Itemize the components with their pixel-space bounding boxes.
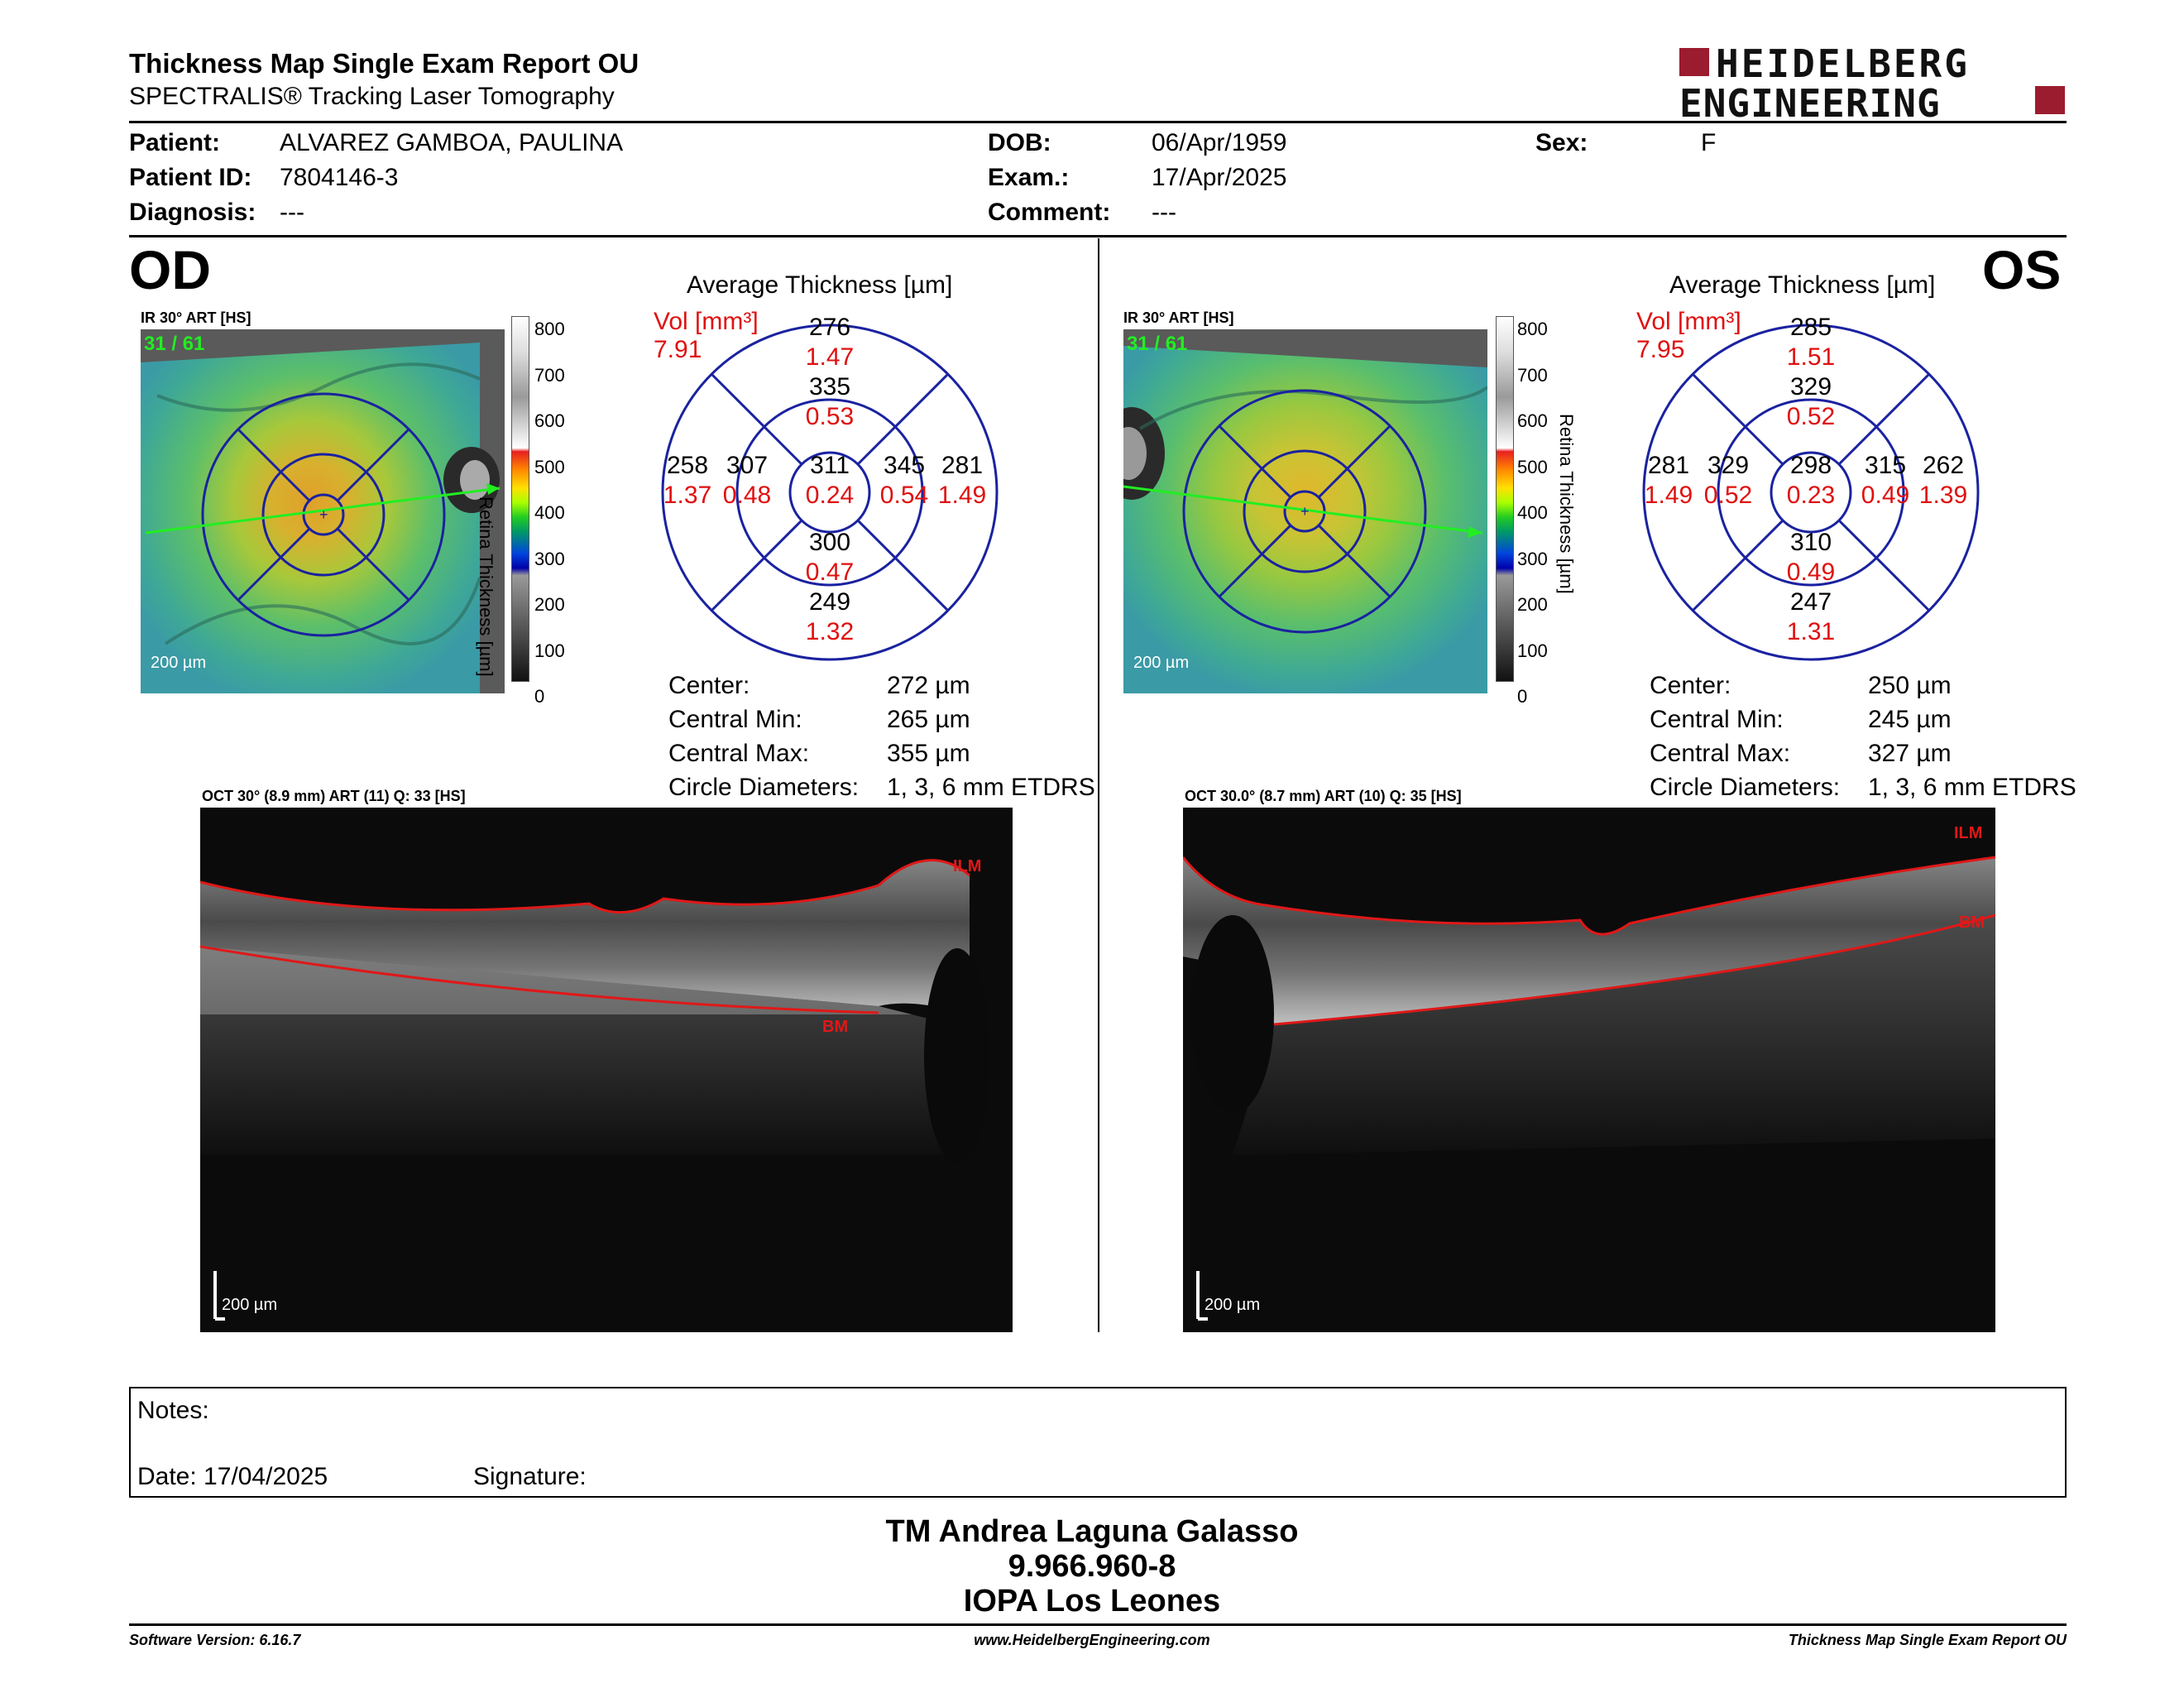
os-ir-scalebar: 200 µm: [1133, 654, 1190, 672]
header-divider: [129, 121, 2067, 123]
comment-label: Comment:: [988, 199, 1111, 226]
od-thickness-map: + 31 / 61 200 µm: [141, 329, 505, 693]
heidelberg-logo: HEIDELBERG ENGINEERING: [1679, 41, 2068, 126]
eye-os-label: OS: [1982, 239, 2062, 300]
od-stats-values: 272 µm 265 µm 355 µm 1, 3, 6 mm ETDRS: [887, 672, 1095, 801]
os-inner-inferior: 310 0.49: [1786, 529, 1836, 586]
od-oct-scalebar: 200 µm: [222, 1296, 278, 1314]
signer-id: 9.966.960-8: [1008, 1549, 1176, 1584]
od-ilm-label: ILM: [953, 857, 982, 875]
od-frame-counter: 31 / 61: [144, 333, 205, 355]
od-scale-ticks: 800 700 600 500 400 300 200 100 0: [534, 319, 565, 707]
exam-value: 17/Apr/2025: [1152, 164, 1287, 191]
os-ir-caption: IR 30° ART [HS]: [1123, 309, 1234, 326]
os-avg-title: Average Thickness [µm]: [1669, 271, 1936, 299]
comment-value: ---: [1152, 199, 1176, 226]
diagnosis-label: Diagnosis:: [129, 199, 256, 226]
os-inner-left: 329 0.52: [1703, 452, 1753, 509]
dob-value: 06/Apr/1959: [1152, 129, 1287, 156]
signature-label: Signature:: [473, 1463, 587, 1490]
od-inner-inferior: 300 0.47: [805, 529, 855, 586]
footer-software-version: Software Version: 6.16.7: [129, 1632, 301, 1648]
eye-divider: [1098, 238, 1099, 1332]
os-outer-inferior: 247 1.31: [1786, 588, 1836, 645]
os-oct-scalebar: 200 µm: [1205, 1296, 1261, 1314]
exam-label: Exam.:: [988, 164, 1070, 191]
notes-box: Notes: Date: 17/04/2025 Signature:: [129, 1387, 2067, 1498]
os-etdrs-grid: [1641, 323, 1980, 662]
footer-report-name: Thickness Map Single Exam Report OU: [1788, 1632, 2067, 1648]
od-vol-label: Vol [mm³]: [654, 308, 759, 335]
od-outer-inferior: 249 1.32: [805, 588, 855, 645]
od-inner-superior: 335 0.53: [805, 373, 855, 430]
patient-id-label: Patient ID:: [129, 164, 252, 191]
patient-label: Patient:: [129, 129, 221, 156]
os-stats-values: 250 µm 245 µm 327 µm 1, 3, 6 mm ETDRS: [1868, 672, 2076, 801]
footer-divider: [129, 1623, 2067, 1626]
od-center: 311 0.24: [805, 452, 855, 509]
od-ir-caption: IR 30° ART [HS]: [141, 309, 251, 326]
od-inner-left: 307 0.48: [722, 452, 772, 509]
svg-text:+: +: [1300, 503, 1310, 520]
od-oct-bscan: ILM BM 200 µm: [200, 808, 1013, 1332]
info-divider: [129, 235, 2067, 237]
os-outer-left: 281 1.49: [1644, 452, 1693, 509]
os-stats-labels: Center: Central Min: Central Max: Circle Di…: [1650, 672, 1841, 801]
os-scale-ticks: 800 700 600 500 400 300 200 100 0: [1517, 319, 1548, 707]
os-inner-superior: 329 0.52: [1786, 373, 1836, 430]
dob-label: DOB:: [988, 129, 1051, 156]
od-stats-labels: Center: Central Min: Central Max: Circle Di…: [668, 672, 860, 801]
footer-website-link[interactable]: www.HeidelbergEngineering.com: [974, 1632, 1210, 1648]
od-outer-left: 258 1.37: [663, 452, 712, 509]
os-center: 298 0.23: [1786, 452, 1836, 509]
signer-org: IOPA Los Leones: [963, 1584, 1221, 1618]
os-frame-counter: 31 / 61: [1127, 333, 1188, 355]
os-vol-label: Vol [mm³]: [1636, 308, 1741, 335]
od-vol-value: 7.91: [654, 336, 702, 363]
svg-text:+: +: [319, 506, 328, 523]
od-outer-right: 281 1.49: [937, 452, 987, 509]
os-vol-value: 7.95: [1636, 336, 1685, 363]
report-subtitle: SPECTRALIS® Tracking Laser Tomography: [129, 83, 615, 110]
os-outer-superior: 285 1.51: [1786, 314, 1836, 371]
od-ir-scalebar: 200 µm: [151, 654, 207, 672]
eye-od-label: OD: [129, 239, 211, 300]
od-etdrs-grid: [660, 323, 999, 662]
od-bm-label: BM: [822, 1018, 849, 1036]
patient-value: ALVAREZ GAMBOA, PAULINA: [280, 129, 624, 156]
date-label: Date: 17/04/2025: [137, 1463, 328, 1490]
sex-value: F: [1701, 129, 1717, 156]
report-title: Thickness Map Single Exam Report OU: [129, 48, 639, 79]
od-scale-label: Retina Thickness [µm]: [476, 496, 496, 677]
os-bm-label: BM: [1959, 914, 1985, 932]
os-oct-bscan: ILM BM 200 µm: [1183, 808, 1995, 1332]
os-ilm-label: ILM: [1954, 824, 1983, 842]
os-outer-right: 262 1.39: [1918, 452, 1968, 509]
os-color-scale: [1496, 316, 1514, 682]
od-color-scale: [511, 316, 529, 682]
signer-name: TM Andrea Laguna Galasso: [885, 1514, 1299, 1549]
os-thickness-map: + 31 / 61 200 µm: [1099, 329, 1489, 693]
os-inner-right: 315 0.49: [1861, 452, 1910, 509]
os-oct-caption: OCT 30.0° (8.7 mm) ART (10) Q: 35 [HS]: [1185, 788, 1462, 804]
notes-label: Notes:: [137, 1397, 209, 1424]
diagnosis-value: ---: [280, 199, 304, 226]
od-inner-right: 345 0.54: [879, 452, 929, 509]
od-outer-superior: 276 1.47: [805, 314, 855, 371]
od-avg-title: Average Thickness [µm]: [687, 271, 953, 299]
sex-label: Sex:: [1535, 129, 1588, 156]
os-scale-label: Retina Thickness [µm]: [1556, 414, 1577, 594]
patient-id-value: 7804146-3: [280, 164, 399, 191]
od-oct-caption: OCT 30° (8.9 mm) ART (11) Q: 33 [HS]: [202, 788, 466, 804]
